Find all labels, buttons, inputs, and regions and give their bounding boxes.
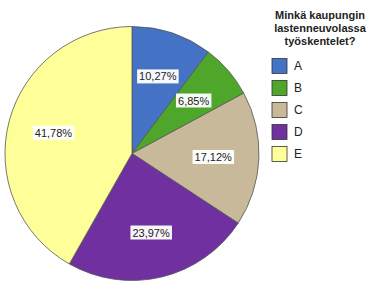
legend-swatch (272, 81, 287, 96)
legend-title-line: Minkä kaupungin (275, 9, 365, 21)
data-label: 23,97% (132, 227, 170, 239)
data-label-group: 17,12% (193, 150, 235, 164)
data-label-background (137, 69, 179, 83)
legend-title-line: työskentelet? (285, 35, 356, 47)
legend-swatch (272, 125, 287, 140)
data-label-background (130, 226, 172, 240)
legend-swatch (272, 59, 287, 74)
data-label-group: 23,97% (130, 226, 172, 240)
legend-item: D (272, 125, 303, 140)
data-label-group: 41,78% (33, 126, 75, 140)
data-labels: 10,27% 6,85% 17,12% 23,97% 41,78% (33, 69, 234, 239)
legend-item: C (272, 103, 303, 118)
legend-swatch (272, 147, 287, 162)
data-label-background (193, 150, 235, 164)
data-label: 6,85% (178, 95, 209, 107)
legend-label: B (294, 81, 302, 95)
legend-label: C (294, 103, 303, 117)
legend-label: E (294, 147, 302, 161)
data-label-group: 6,85% (176, 94, 211, 108)
legend: Minkä kaupunginlastenneuvolassatyöskente… (272, 9, 367, 162)
legend-item: B (272, 81, 302, 96)
data-label: 10,27% (139, 70, 177, 82)
legend-title: Minkä kaupunginlastenneuvolassatyöskente… (274, 9, 367, 47)
data-label-background (176, 94, 211, 108)
pie-slice (5, 27, 132, 264)
chart: 10,27% 6,85% 17,12% 23,97% 41,78% Minkä kaupu… (0, 0, 376, 301)
legend-title-line: lastenneuvolassa (274, 22, 367, 34)
data-label-group: 10,27% (137, 69, 179, 83)
legend-label: A (294, 59, 302, 73)
legend-item: E (272, 147, 302, 162)
data-label-background (33, 126, 75, 140)
pie (5, 27, 259, 281)
legend-label: D (294, 125, 303, 139)
data-label: 17,12% (195, 151, 233, 163)
data-label: 41,78% (35, 127, 73, 139)
legend-item: A (272, 59, 302, 74)
legend-swatch (272, 103, 287, 118)
